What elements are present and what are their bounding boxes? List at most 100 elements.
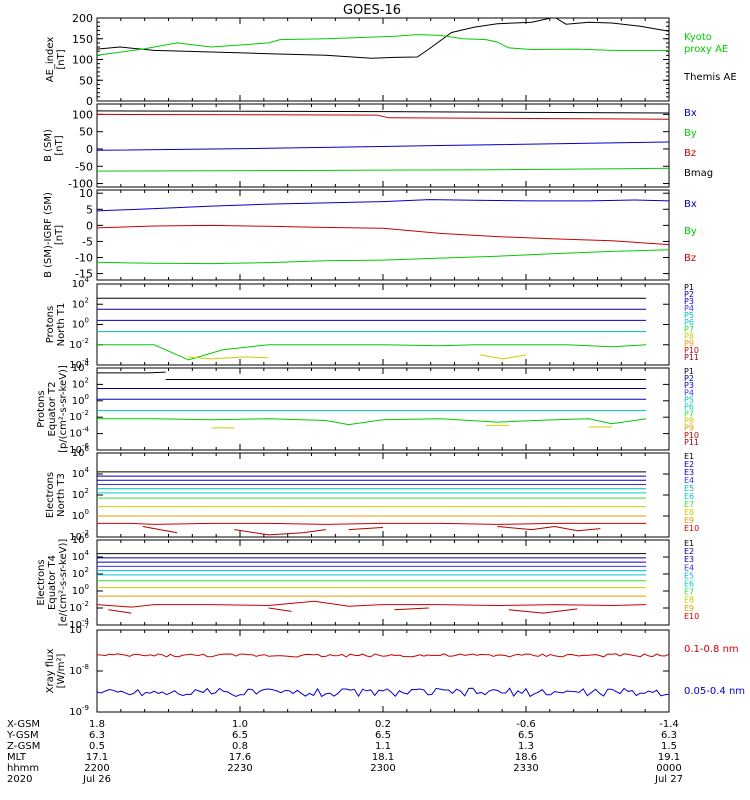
y-tick-label: 200 [72, 12, 93, 25]
y-tick-exponent: -4 [82, 426, 90, 434]
y-tick-label: 104 [72, 360, 90, 374]
legend-item: P5 [684, 311, 694, 320]
legend-item: P8 [684, 332, 694, 341]
legend-item: P4 [684, 388, 694, 397]
x-row-value: 6.5 [232, 730, 248, 741]
y-tick-label: 10 [79, 187, 93, 200]
x-row-label: Z-GSM [7, 741, 40, 752]
y-axis-label-line: [nT] [54, 225, 65, 245]
legend-item: E7 [684, 500, 694, 509]
panel-frame [96, 189, 670, 281]
y-axis-label: AE_index[nT] [45, 37, 67, 83]
x-row-value: 2200 [84, 763, 109, 774]
y-tick-exponent: 2 [85, 376, 89, 384]
y-axis-label-line: AE_index [45, 37, 56, 83]
series-line [97, 371, 166, 374]
y-tick-exponent: 0 [85, 393, 89, 401]
legend-item: P7 [684, 325, 694, 334]
series-line [108, 609, 132, 614]
x-row-value: 6.5 [375, 730, 391, 741]
y-tick-label: 100 [72, 317, 89, 331]
x-row-value: 2330 [513, 763, 538, 774]
y-tick-label: 150 [72, 33, 93, 46]
legend-item: E1 [684, 539, 694, 548]
legend-item: E8 [684, 596, 694, 605]
legend-item: By [684, 128, 697, 139]
y-axis-label-line: [e/(cm²-s-sr-keV)] [58, 539, 69, 627]
series-line [97, 224, 669, 246]
legend-item: E3 [684, 468, 694, 477]
series-line [234, 529, 326, 536]
y-tick-exponent: 0 [85, 508, 89, 516]
y-tick-label: 0 [86, 95, 93, 108]
legend-item: P6 [684, 318, 694, 327]
y-tick-exponent: -9 [82, 704, 89, 712]
y-tick-label: 100 [72, 508, 89, 522]
x-row-value: 2230 [227, 763, 252, 774]
y-tick-exponent: -6 [82, 442, 90, 450]
x-row-value: Jul 26 [82, 774, 111, 785]
x-row-label: X-GSM [7, 719, 40, 730]
series-line [97, 249, 669, 265]
legend-item: Themis AE [683, 72, 737, 83]
x-row-value: 1.0 [232, 719, 248, 730]
legend-item: P11 [684, 438, 699, 447]
y-tick-exponent: 4 [85, 466, 90, 474]
x-row-value: 19.1 [658, 752, 680, 763]
series-line [97, 687, 669, 698]
y-tick-exponent: 2 [85, 487, 89, 495]
legend-item: P9 [684, 339, 694, 348]
x-row-value: 2300 [370, 763, 395, 774]
series-line [97, 344, 647, 361]
series-line [188, 356, 269, 360]
y-tick-exponent: 0 [85, 317, 89, 325]
legend-item: Kyoto [684, 32, 712, 43]
y-tick-label: 100 [72, 393, 89, 407]
x-row-value: 17.6 [229, 752, 251, 763]
y-tick-label: 102 [72, 566, 89, 580]
x-row-value: 1.1 [375, 741, 391, 752]
legend-item: 0.05-0.4 nm [684, 686, 745, 697]
legend-item: P1 [684, 283, 694, 292]
x-row-value: 18.1 [372, 752, 394, 763]
x-row-value: 1.3 [518, 741, 534, 752]
x-row-value: 6.3 [89, 730, 105, 741]
series-line [97, 18, 669, 59]
x-row-value: 1.5 [661, 741, 677, 752]
y-tick-exponent: 0 [85, 583, 89, 591]
legend-item: Bx [684, 108, 697, 119]
y-axis-label: Xray flux[W/m²] [45, 649, 67, 694]
panel-frame [96, 17, 670, 102]
y-axis-label: B (SM)-IGRF (SM)[nT] [43, 192, 65, 278]
y-tick-exponent: -8 [82, 663, 89, 671]
y-axis-label-line: Equator T4 [47, 555, 58, 610]
y-tick-label: 50 [79, 126, 93, 139]
panel-frame [96, 283, 670, 366]
series-line [97, 600, 647, 608]
legend-item: E6 [684, 580, 694, 589]
legend-item: P5 [684, 395, 694, 404]
plot-title: GOES-16 [343, 3, 401, 18]
legend-item: P10 [684, 431, 699, 440]
legend-item: E5 [684, 571, 694, 580]
y-tick-label: -10 [75, 252, 93, 265]
legend-item: P8 [684, 417, 694, 426]
y-tick-exponent: -2 [82, 600, 89, 608]
y-axis-label-line: North T1 [56, 303, 67, 347]
legend-item: E10 [684, 612, 699, 621]
panel-frame [96, 629, 670, 713]
series-line [497, 525, 601, 532]
y-tick-label: -50 [75, 160, 93, 173]
series-line [97, 141, 669, 151]
legend-item: 0.1-0.8 nm [684, 644, 739, 655]
y-tick-label: 102 [72, 376, 89, 390]
y-axis-label: ElectronsEquator T4[e/(cm²-s-sr-keV)] [36, 539, 69, 627]
series-line [394, 607, 429, 611]
x-row-label: MLT [7, 752, 27, 763]
panel-bsm: 100 50 0 -50 -100 B (SM)[nT] Bx By Bz Bmag [43, 103, 713, 191]
legend-item: E8 [684, 508, 694, 517]
